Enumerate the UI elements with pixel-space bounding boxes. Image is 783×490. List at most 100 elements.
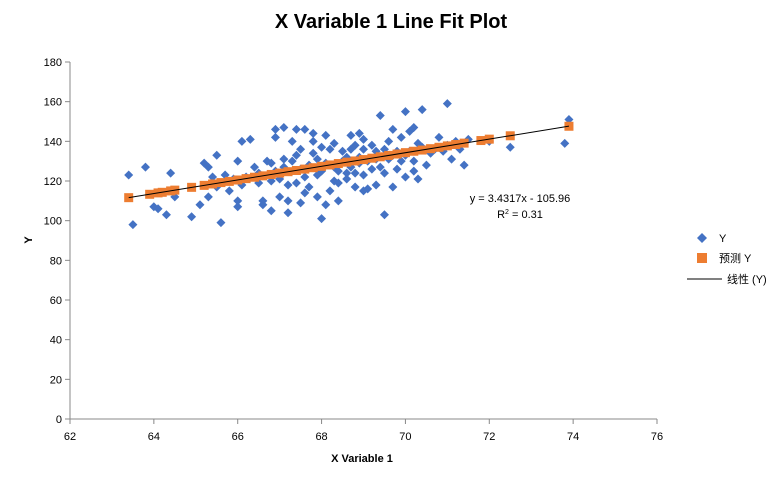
- observed-point: [409, 156, 419, 166]
- legend-item-observed: Y: [697, 233, 727, 245]
- observed-point: [216, 218, 226, 228]
- observed-point: [291, 150, 301, 160]
- observed-point: [325, 186, 335, 196]
- observed-point: [375, 111, 385, 121]
- observed-point: [459, 160, 469, 170]
- x-tick-label: 62: [64, 431, 76, 443]
- observed-point: [359, 144, 368, 154]
- legend-diamond-marker: [697, 233, 707, 243]
- observed-point: [367, 164, 377, 174]
- trendline-label: y = 3.4317x - 105.96 R2 = 0.31: [470, 193, 571, 221]
- observed-point: [359, 134, 368, 144]
- observed-point: [350, 182, 360, 192]
- observed-point: [308, 148, 318, 158]
- observed-point: [224, 186, 234, 196]
- observed-point: [434, 132, 444, 142]
- y-tick-label: 40: [50, 335, 62, 347]
- observed-point: [333, 178, 343, 188]
- observed-point: [233, 202, 243, 212]
- r2-label: R: [497, 209, 505, 221]
- observed-point: [396, 132, 406, 142]
- legend: Y 预测 Y 线性 (Y): [687, 233, 767, 286]
- r2-value: = 0.31: [509, 209, 543, 221]
- y-tick-label: 20: [50, 374, 62, 386]
- observed-point: [388, 182, 398, 192]
- r2-superscript: 2: [505, 209, 509, 216]
- observed-point: [249, 162, 259, 172]
- legend-item-trendline: 线性 (Y): [687, 272, 767, 286]
- observed-point: [321, 130, 331, 140]
- observed-point: [379, 210, 389, 220]
- observed-point: [237, 136, 247, 146]
- y-tick-label: 0: [56, 414, 62, 426]
- observed-point: [258, 200, 268, 210]
- observed-point: [350, 140, 360, 150]
- observed-point: [254, 178, 264, 188]
- observed-point: [270, 132, 280, 142]
- observed-point: [359, 170, 368, 180]
- observed-point: [400, 107, 410, 117]
- observed-point: [447, 154, 457, 164]
- observed-point: [396, 156, 406, 166]
- legend-item-predicted: 预测 Y: [697, 252, 752, 265]
- x-tick-label: 72: [483, 431, 495, 443]
- trendline-equation: y = 3.4317x - 105.96: [470, 193, 571, 205]
- y-tick-label: 160: [44, 97, 62, 109]
- x-tick-label: 76: [651, 431, 663, 443]
- legend-label-trendline: 线性 (Y): [727, 272, 767, 286]
- y-tick-label: 100: [44, 216, 62, 228]
- observed-point: [275, 192, 285, 202]
- y-tick-label: 120: [44, 176, 62, 188]
- observed-point: [560, 138, 570, 148]
- observed-point: [317, 142, 327, 152]
- observed-point: [409, 122, 419, 132]
- observed-point: [203, 162, 213, 172]
- observed-point: [161, 210, 171, 220]
- chart-title: X Variable 1 Line Fit Plot: [275, 11, 508, 33]
- observed-point: [342, 168, 352, 178]
- legend-label-predicted: 预测 Y: [719, 252, 752, 265]
- y-tick-label: 140: [44, 136, 62, 148]
- observed-point: [245, 134, 255, 144]
- observed-point: [342, 174, 352, 184]
- legend-square-marker: [697, 253, 707, 263]
- observed-point: [266, 158, 276, 168]
- x-tick-label: 74: [567, 431, 579, 443]
- y-tick-label: 80: [50, 255, 62, 267]
- observed-point: [140, 162, 150, 172]
- observed-point: [409, 166, 419, 176]
- observed-point: [283, 196, 293, 206]
- y-tick-label: 180: [44, 57, 62, 69]
- observed-point: [346, 130, 356, 140]
- trendline: [128, 125, 570, 199]
- observed-point: [208, 172, 218, 182]
- observed-point: [317, 214, 327, 224]
- observed-point: [367, 140, 377, 150]
- observed-point: [203, 192, 213, 202]
- observed-point: [279, 154, 289, 164]
- observed-point: [266, 206, 276, 216]
- plot-area: 0 20 40 60 80 100 120 140 160 180 62 64 66 68 70 72 74 76: [44, 57, 663, 443]
- observed-point: [413, 174, 423, 184]
- observed-point: [312, 192, 322, 202]
- observed-point: [308, 128, 318, 138]
- observed-point: [338, 146, 348, 156]
- x-tick-label: 70: [399, 431, 411, 443]
- observed-point: [392, 164, 402, 174]
- observed-point: [371, 180, 381, 190]
- observed-point: [325, 144, 335, 154]
- observed-point: [287, 136, 297, 146]
- x-tick-label: 68: [315, 431, 327, 443]
- observed-point: [350, 168, 360, 178]
- observed-point: [296, 198, 306, 208]
- observed-point: [166, 168, 176, 178]
- x-tick-label: 64: [148, 431, 160, 443]
- observed-point: [375, 162, 385, 172]
- observed-point: [421, 160, 431, 170]
- observed-point: [300, 124, 310, 134]
- observed-point: [304, 182, 314, 192]
- observed-point: [279, 122, 289, 132]
- y-axis-title: Y: [23, 236, 35, 244]
